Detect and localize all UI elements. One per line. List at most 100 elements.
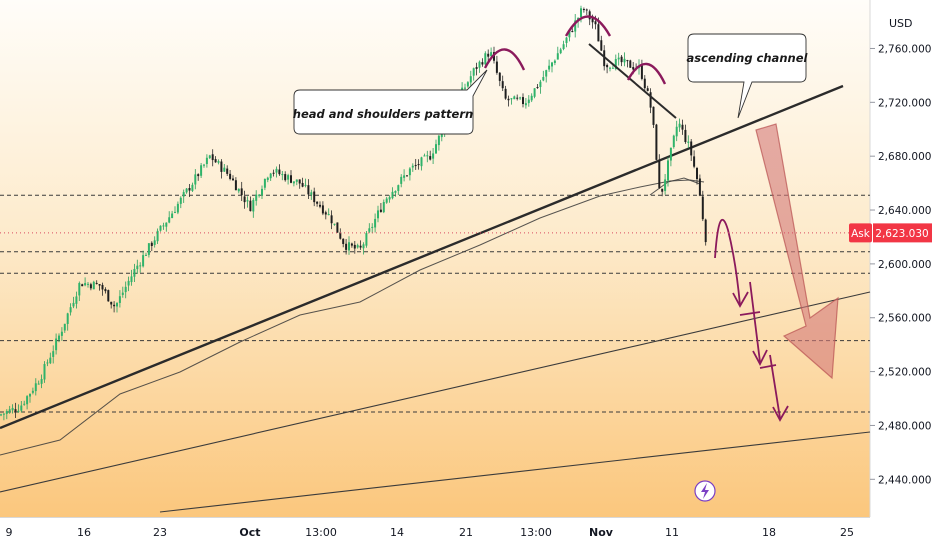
candle-body <box>98 284 101 286</box>
candle-body <box>37 383 40 385</box>
candle-body <box>374 218 377 228</box>
candle-body <box>504 88 507 99</box>
candle-body <box>513 96 516 100</box>
pattern-callout[interactable]: head and shoulders pattern <box>293 69 488 135</box>
candle-body <box>234 180 237 191</box>
candle-body <box>562 44 565 50</box>
candle-body <box>545 70 548 77</box>
ask-value: 2,623.030 <box>875 228 928 240</box>
candle-body <box>617 57 620 60</box>
candle-body <box>533 88 536 97</box>
candle-body <box>379 209 382 212</box>
candle-body <box>232 178 234 181</box>
candle-body <box>339 232 342 239</box>
candle-body <box>365 233 368 246</box>
price-tick-label: 2,520.000 <box>878 367 931 379</box>
candle-body <box>316 201 319 204</box>
price-tick-label: 2,760.000 <box>878 43 931 55</box>
candle-body <box>411 165 414 168</box>
candle-body <box>46 362 49 364</box>
candle-body <box>664 179 667 191</box>
price-axis-background[interactable] <box>870 0 932 517</box>
candle-body <box>8 409 11 413</box>
candle-body <box>495 61 498 73</box>
time-tick-label: Oct <box>239 526 260 539</box>
candle-body <box>524 103 527 106</box>
ask-label: Ask <box>851 228 871 240</box>
candle-body <box>394 190 397 193</box>
candle-body <box>632 67 635 70</box>
candle-body <box>84 283 87 286</box>
candle-body <box>162 225 165 227</box>
candle-body <box>704 219 707 243</box>
candle-body <box>342 238 345 244</box>
price-tick-label: 2,440.000 <box>878 474 931 486</box>
candle-body <box>255 194 258 201</box>
candle-body <box>281 174 284 176</box>
candle-body <box>484 53 487 65</box>
time-tick-label: 9 <box>6 526 13 539</box>
time-tick-label: 23 <box>153 526 167 539</box>
lightning-icon[interactable] <box>694 480 716 502</box>
candle-body <box>223 167 226 172</box>
candle-body <box>600 40 603 51</box>
channel-lower-line <box>159 431 871 513</box>
candle-body <box>652 106 655 125</box>
candle-body <box>510 98 513 100</box>
candle-body <box>116 302 118 307</box>
candle-body <box>466 82 469 87</box>
candle-body <box>217 161 220 163</box>
time-axis-labels: 9 16 23 Oct 13:00 14 21 13:00 Nov 11 18 25 <box>6 526 855 539</box>
candle-body <box>565 37 568 44</box>
time-axis-background[interactable] <box>0 517 932 550</box>
candle-body <box>269 173 272 179</box>
candle-body <box>350 243 353 246</box>
candle-body <box>507 98 510 101</box>
time-tick-label: 13:00 <box>305 526 337 539</box>
candle-body <box>20 405 23 411</box>
currency-label[interactable]: USD <box>889 17 913 30</box>
candle-body <box>284 174 287 181</box>
candle-body <box>34 383 37 392</box>
candle-body <box>319 204 321 207</box>
candle-body <box>571 31 574 33</box>
candle-body <box>118 296 121 303</box>
channel-callout[interactable]: ascending channel <box>687 33 809 119</box>
candle-body <box>658 160 661 188</box>
ask-label-box <box>849 223 872 243</box>
candle-body <box>403 175 406 178</box>
candle-body <box>40 379 43 384</box>
candle-body <box>687 141 690 143</box>
candle-body <box>23 403 26 405</box>
candle-body <box>701 196 704 220</box>
candle-body <box>348 242 350 251</box>
candle-body <box>321 205 324 214</box>
candle-body <box>356 245 359 248</box>
candle-body <box>640 64 643 79</box>
candle-body <box>121 292 124 295</box>
candle-body <box>292 181 295 184</box>
candle-body <box>359 245 362 248</box>
ask-badge: Ask 2,623.030 <box>849 223 932 243</box>
candle-body <box>261 188 263 196</box>
candle-body <box>14 409 17 412</box>
candle-body <box>490 52 493 57</box>
candle-body <box>603 50 606 67</box>
candle-body <box>113 304 116 307</box>
candle-body <box>104 289 107 292</box>
candle-body <box>559 49 562 54</box>
candle-body <box>582 9 585 11</box>
candle-body <box>60 331 63 336</box>
candle-body <box>147 243 150 255</box>
candle-body <box>156 230 159 242</box>
candle-body <box>243 196 246 203</box>
candle-body <box>345 243 348 250</box>
candle-body <box>87 283 89 285</box>
candle-body <box>179 197 182 204</box>
candle-body <box>208 155 211 159</box>
candle-body <box>417 164 420 166</box>
candle-body <box>176 203 179 213</box>
candle-body <box>55 338 58 351</box>
candle-body <box>536 87 539 89</box>
